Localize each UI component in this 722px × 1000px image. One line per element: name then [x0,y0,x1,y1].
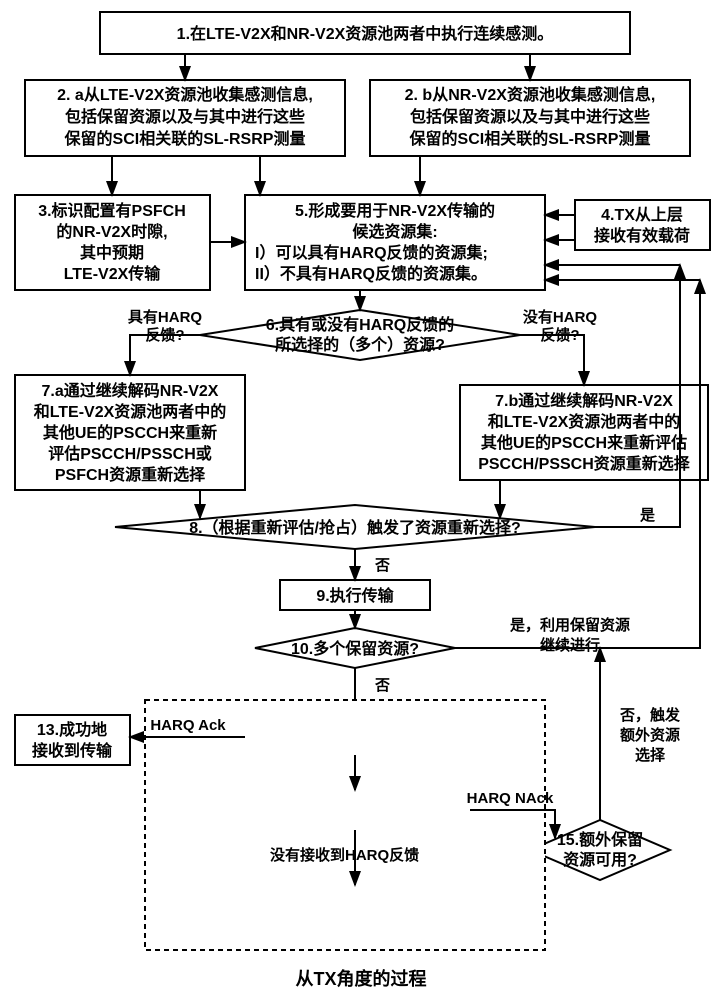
edge-label-10-yes-2: 继续进行 [540,636,600,654]
svg-text:其他UE的PSCCH来重新评估: 其他UE的PSCCH来重新评估 [481,433,687,452]
svg-text:4.TX从上层: 4.TX从上层 [601,206,683,224]
svg-text:候选资源集:: 候选资源集: [352,222,437,241]
svg-text:接收有效载荷: 接收有效载荷 [594,226,690,245]
svg-text:所选择的（多个）资源?: 所选择的（多个）资源? [275,335,445,354]
edge-label-6-left-1: 具有HARQ [128,308,202,326]
svg-text:包括保留资源以及与其中进行这些: 包括保留资源以及与其中进行这些 [410,107,650,126]
node-7b: 7.b通过继续解码NR-V2X 和LTE-V2X资源池两者中的 其他UE的PSC… [460,385,708,480]
edge-label-8-no: 否 [374,557,390,574]
node-4: 4.TX从上层 接收有效载荷 [575,200,710,250]
edge-label-6-left-2: 反馈? [145,326,184,344]
node-8: 8.（根据重新评估/抢占）触发了资源重新选择? [115,505,595,549]
svg-text:2. b从NR-V2X资源池收集感测信息,: 2. b从NR-V2X资源池收集感测信息, [405,85,656,104]
node-2a: 2. a从LTE-V2X资源池收集感测信息, 包括保留资源以及与其中进行这些 保… [25,80,345,156]
edge-label-6-right-1: 没有HARQ [523,308,597,326]
svg-text:保留的SCI相关联的SL-RSRP测量: 保留的SCI相关联的SL-RSRP测量 [409,129,651,148]
edge-label-harq-ack: HARQ Ack [150,717,226,734]
svg-text:10.多个保留资源?: 10.多个保留资源? [291,639,419,658]
svg-text:和LTE-V2X资源池两者中的: 和LTE-V2X资源池两者中的 [488,412,681,431]
svg-text:7.b通过继续解码NR-V2X: 7.b通过继续解码NR-V2X [495,391,673,410]
edge-label-15-no-3: 选择 [635,746,666,764]
svg-text:其他UE的PSCCH来重新: 其他UE的PSCCH来重新 [43,423,217,442]
node-5: 5.形成要用于NR-V2X传输的 候选资源集: I）可以具有HARQ反馈的资源集… [245,195,545,290]
edge-label-8-yes: 是 [639,507,656,524]
node-6: 6.具有或没有HARQ反馈的 所选择的（多个）资源? [200,310,520,360]
svg-text:2. a从LTE-V2X资源池收集感测信息,: 2. a从LTE-V2X资源池收集感测信息, [57,85,313,104]
node-3: 3.标识配置有PSFCH 的NR-V2X时隙, 其中预期 LTE-V2X传输 [15,195,210,290]
svg-text:I）可以具有HARQ反馈的资源集;: I）可以具有HARQ反馈的资源集; [255,243,488,262]
svg-text:PSFCH资源重新选择: PSFCH资源重新选择 [55,465,206,484]
node-7a: 7.a通过继续解码NR-V2X 和LTE-V2X资源池两者中的 其他UE的PSC… [15,375,245,490]
edge-label-10-yes-1: 是，利用保留资源 [509,616,630,634]
caption: 从TX角度的过程 [295,968,426,989]
node-13: 13.成功地 接收到传输 [15,715,130,765]
node-9: 9.执行传输 [280,580,430,610]
svg-text:13.成功地: 13.成功地 [37,720,107,739]
svg-text:PSCCH/PSSCH资源重新选择: PSCCH/PSSCH资源重新选择 [478,454,691,473]
node-1: 1.在LTE-V2X和NR-V2X资源池两者中执行连续感测。 [100,12,630,54]
edge-label-12-none: 没有接收到HARQ反馈 [270,846,419,864]
svg-text:接收到传输: 接收到传输 [32,741,113,760]
node-2b: 2. b从NR-V2X资源池收集感测信息, 包括保留资源以及与其中进行这些 保留… [370,80,690,156]
svg-text:保留的SCI相关联的SL-RSRP测量: 保留的SCI相关联的SL-RSRP测量 [64,129,306,148]
svg-text:7.a通过继续解码NR-V2X: 7.a通过继续解码NR-V2X [42,381,219,400]
edge-label-6-right-2: 反馈? [540,326,579,344]
svg-text:5.形成要用于NR-V2X传输的: 5.形成要用于NR-V2X传输的 [295,201,495,220]
edge-label-15-no-1: 否，触发 [619,706,681,724]
svg-text:1.在LTE-V2X和NR-V2X资源池两者中执行连续感测。: 1.在LTE-V2X和NR-V2X资源池两者中执行连续感测。 [177,24,554,43]
svg-text:评估PSCCH/PSSCH或: 评估PSCCH/PSSCH或 [48,444,212,463]
svg-text:6.具有或没有HARQ反馈的: 6.具有或没有HARQ反馈的 [266,315,454,334]
svg-text:9.执行传输: 9.执行传输 [316,586,394,605]
edge-label-harq-nack: HARQ NAck [467,790,554,807]
svg-text:和LTE-V2X资源池两者中的: 和LTE-V2X资源池两者中的 [34,402,227,421]
svg-text:包括保留资源以及与其中进行这些: 包括保留资源以及与其中进行这些 [65,107,305,126]
node-15: 15.额外保留 资源可用? [530,820,670,880]
svg-text:II）不具有HARQ反馈的资源集。: II）不具有HARQ反馈的资源集。 [255,264,487,283]
edge-label-10-no: 否 [374,677,390,694]
svg-text:的NR-V2X时隙,: 的NR-V2X时隙, [56,222,167,241]
edge-label-15-no-2: 额外资源 [620,726,680,744]
svg-text:3.标识配置有PSFCH: 3.标识配置有PSFCH [38,201,186,220]
svg-text:8.（根据重新评估/抢占）触发了资源重新选择?: 8.（根据重新评估/抢占）触发了资源重新选择? [189,518,521,537]
svg-text:LTE-V2X传输: LTE-V2X传输 [64,264,162,283]
svg-text:15.额外保留: 15.额外保留 [557,830,643,849]
svg-text:其中预期: 其中预期 [80,243,144,262]
svg-text:资源可用?: 资源可用? [563,850,637,869]
node-10: 10.多个保留资源? [255,628,455,668]
